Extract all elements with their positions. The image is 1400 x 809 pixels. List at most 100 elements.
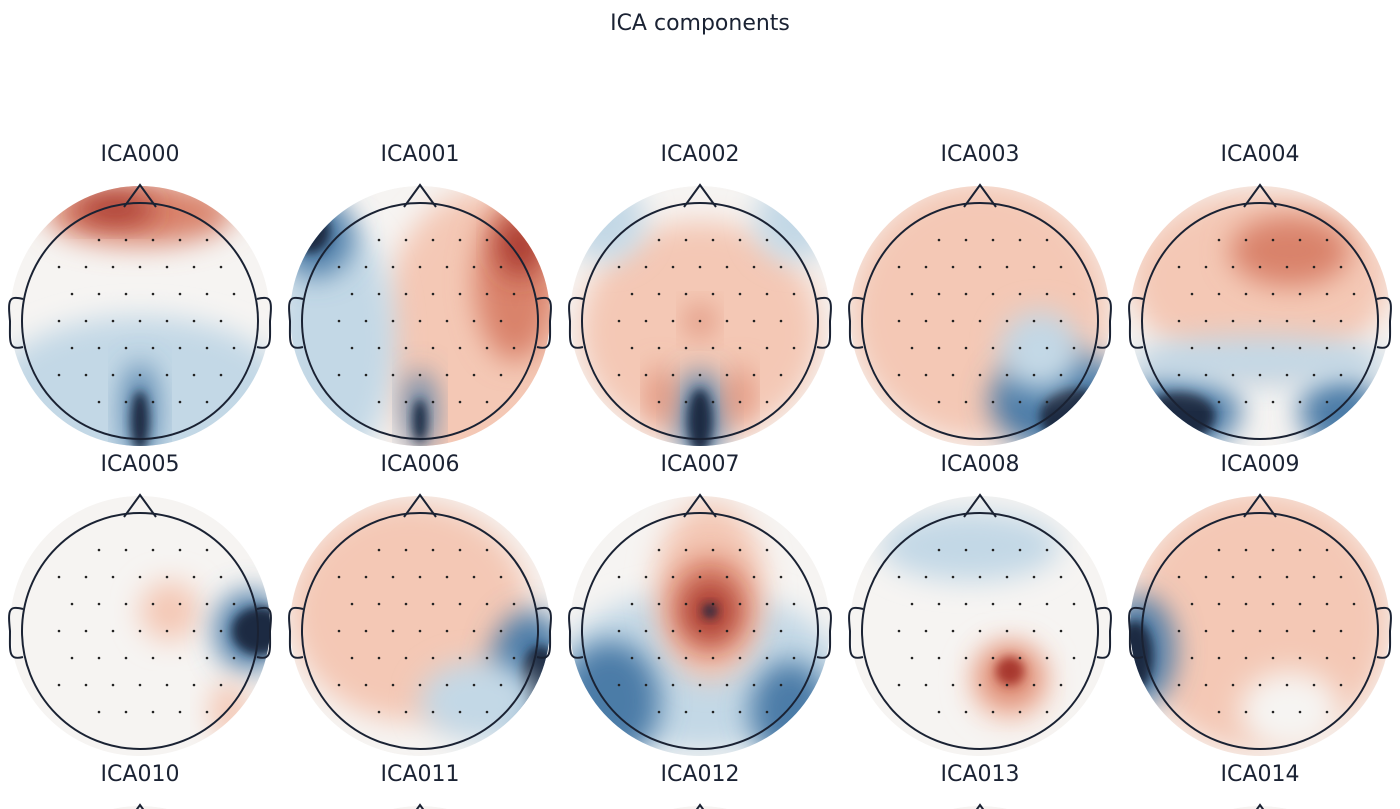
sensor <box>205 346 209 350</box>
sensor <box>752 319 756 323</box>
field-blob <box>1230 216 1350 286</box>
sensor <box>978 575 982 579</box>
sensor <box>337 683 341 687</box>
sensor <box>951 319 955 323</box>
sensor <box>404 400 408 404</box>
sensor <box>1298 400 1302 404</box>
sensor <box>418 683 422 687</box>
sensor <box>657 710 661 714</box>
sensor <box>1045 292 1049 296</box>
left-ear <box>1128 606 1144 659</box>
sensor <box>111 629 115 633</box>
sensor <box>165 265 169 269</box>
sensor <box>684 656 688 660</box>
sensor <box>725 575 729 579</box>
field-map <box>10 186 270 446</box>
sensor <box>377 238 381 242</box>
sensor <box>377 656 381 660</box>
sensor <box>499 575 503 579</box>
sensor <box>1204 373 1208 377</box>
sensor <box>364 575 368 579</box>
sensor <box>1244 400 1248 404</box>
sensor <box>472 373 476 377</box>
sensor <box>752 575 756 579</box>
sensor <box>792 602 796 606</box>
sensor <box>1059 683 1063 687</box>
sensor <box>1312 575 1316 579</box>
field-blob <box>688 389 712 446</box>
sensor <box>1231 319 1235 323</box>
sensor <box>57 683 61 687</box>
sensor <box>1217 602 1221 606</box>
sensor <box>178 400 182 404</box>
sensor <box>97 710 101 714</box>
sensor <box>1298 548 1302 552</box>
sensor <box>725 265 729 269</box>
sensor <box>779 683 783 687</box>
field-blob <box>570 641 660 756</box>
sensor <box>1244 710 1248 714</box>
component-label: ICA002 <box>661 142 740 167</box>
sensor <box>711 602 715 606</box>
component-label: ICA005 <box>101 452 180 477</box>
sensor <box>964 400 968 404</box>
sensor <box>124 238 128 242</box>
sensor <box>178 292 182 296</box>
sensor <box>978 319 982 323</box>
component-label: ICA008 <box>941 452 1020 477</box>
sensor <box>711 710 715 714</box>
nose <box>135 803 145 809</box>
field-blob <box>880 511 1060 581</box>
sensor <box>445 629 449 633</box>
sensor <box>765 548 769 552</box>
sensor <box>97 548 101 552</box>
sensor <box>698 319 702 323</box>
sensor <box>151 602 155 606</box>
sensor <box>165 373 169 377</box>
left-ear <box>288 606 304 659</box>
sensor <box>178 710 182 714</box>
right-ear <box>1096 296 1112 349</box>
sensor <box>391 629 395 633</box>
sensor <box>779 629 783 633</box>
sensor <box>232 602 236 606</box>
sensor <box>512 656 516 660</box>
sensor <box>897 319 901 323</box>
sensor <box>111 683 115 687</box>
sensor <box>178 238 182 242</box>
sensor <box>377 548 381 552</box>
sensor <box>151 548 155 552</box>
sensor <box>57 629 61 633</box>
sensor <box>70 292 74 296</box>
sensor <box>485 292 489 296</box>
field-blob <box>1240 671 1340 751</box>
sensor <box>910 346 914 350</box>
right-ear <box>256 606 272 659</box>
component-label: ICA007 <box>661 452 740 477</box>
sensor <box>1045 346 1049 350</box>
sensor <box>765 710 769 714</box>
sensor <box>1018 602 1022 606</box>
nose <box>975 803 985 809</box>
sensor <box>765 292 769 296</box>
sensor <box>698 575 702 579</box>
sensor <box>1217 238 1221 242</box>
sensor <box>1045 548 1049 552</box>
sensor <box>458 238 462 242</box>
sensor <box>924 629 928 633</box>
sensor <box>698 373 702 377</box>
sensor <box>657 292 661 296</box>
component-label: ICA001 <box>381 142 460 167</box>
sensor <box>431 656 435 660</box>
sensor <box>124 602 128 606</box>
sensor <box>219 629 223 633</box>
sensor <box>151 238 155 242</box>
right-ear <box>1096 606 1112 659</box>
sensor <box>499 683 503 687</box>
sensor <box>1190 292 1194 296</box>
sensor <box>1271 346 1275 350</box>
sensor <box>377 710 381 714</box>
sensor <box>232 292 236 296</box>
sensor <box>57 575 61 579</box>
sensor <box>84 629 88 633</box>
